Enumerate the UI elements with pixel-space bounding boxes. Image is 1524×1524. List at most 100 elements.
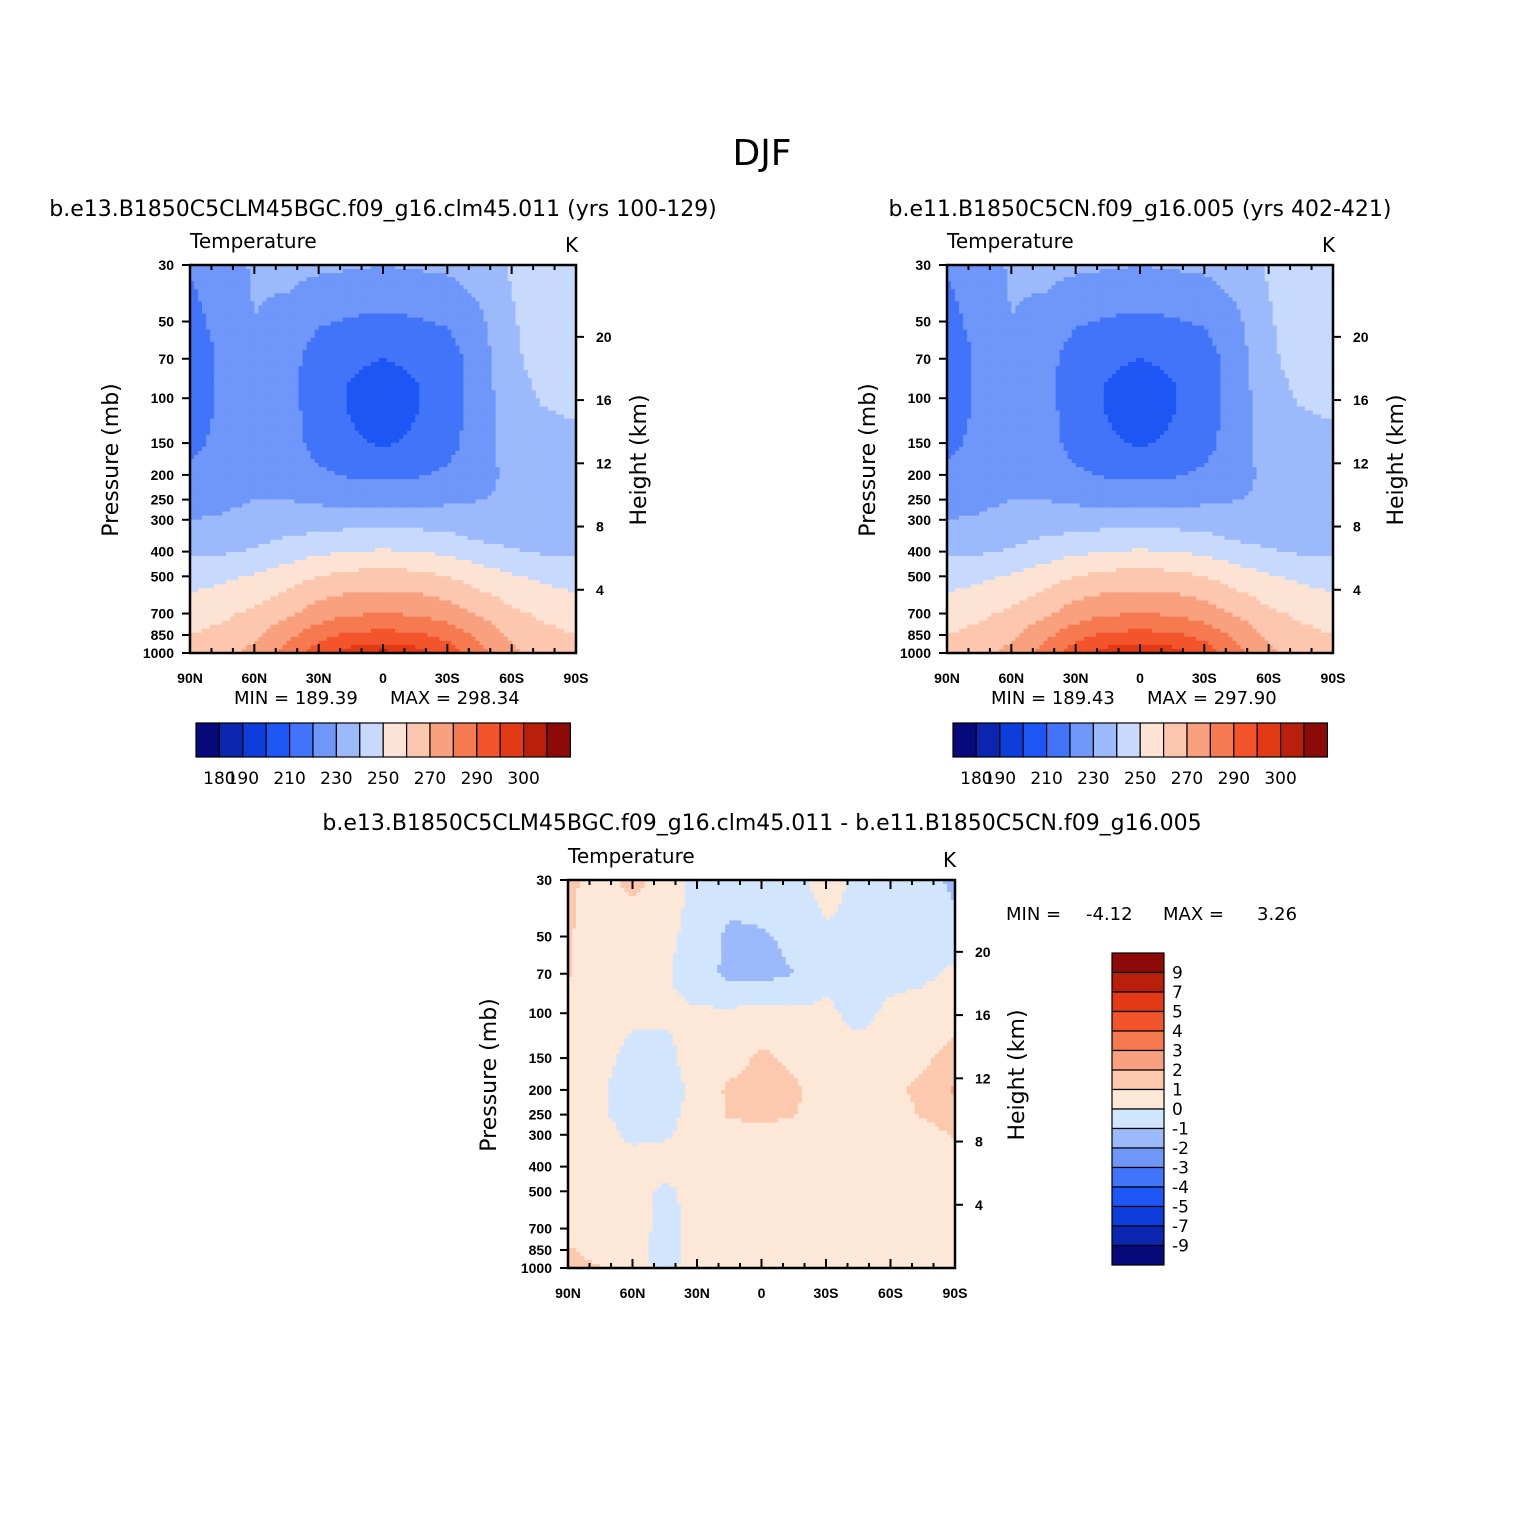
contour-cell: [455, 406, 460, 412]
contour-cell: [447, 418, 452, 424]
contour-cell: [334, 293, 340, 298]
contour-cell: [507, 414, 513, 420]
contour-cell: [515, 467, 521, 472]
contour-cell: [206, 430, 211, 436]
contour-cell: [551, 374, 557, 379]
contour-cell: [190, 390, 195, 395]
contour-cell: [395, 410, 400, 416]
contour-cell: [551, 366, 557, 371]
contour-cell: [202, 402, 207, 408]
contour-cell: [278, 293, 284, 298]
contour-cell: [511, 374, 517, 379]
contour-cell: [571, 309, 576, 315]
contour-cell: [519, 285, 525, 290]
contour-cell: [527, 386, 533, 391]
contour-cell: [242, 293, 247, 298]
contour-cell: [399, 374, 404, 379]
contour-cell: [459, 301, 465, 307]
contour-cell: [354, 463, 360, 468]
contour-cell: [403, 422, 408, 428]
contour-cell: [378, 313, 384, 319]
contour-cell: [559, 277, 565, 282]
contour-cell: [322, 450, 328, 456]
contour-cell: [282, 297, 288, 302]
contour-cell: [519, 422, 525, 428]
contour-cell: [338, 450, 344, 456]
contour-cell: [395, 471, 400, 476]
contour-cell: [194, 390, 199, 395]
contour-cell: [539, 301, 545, 307]
contour-cell: [190, 366, 195, 371]
contour-cell: [411, 430, 416, 436]
contour-cell: [246, 442, 251, 448]
contour-cell: [282, 273, 288, 278]
contour-cell: [298, 349, 304, 355]
contour-cell: [270, 341, 276, 347]
contour-cell: [226, 438, 231, 444]
contour-cell: [467, 390, 473, 395]
contour-cell: [387, 325, 392, 331]
contour-cell: [447, 325, 452, 331]
contour-cell: [342, 293, 348, 298]
contour-cell: [507, 297, 513, 302]
contour-cell: [483, 467, 489, 472]
contour-cell: [399, 450, 404, 456]
contour-cell: [511, 277, 517, 282]
contour-cell: [278, 454, 284, 460]
contour-cell: [198, 382, 203, 387]
contour-cell: [314, 402, 320, 408]
contour-cell: [555, 430, 561, 436]
contour-cell: [290, 333, 296, 339]
contour-cell: [571, 293, 576, 298]
contour-cell: [366, 386, 372, 391]
contour-cell: [310, 382, 316, 387]
contour-cell: [366, 301, 372, 307]
contour-cell: [222, 471, 227, 476]
contour-cell: [370, 467, 376, 472]
contour-cell: [431, 293, 436, 298]
contour-cell: [555, 418, 561, 424]
contour-cell: [222, 309, 227, 315]
contour-cell: [451, 337, 456, 343]
contour-cell: [491, 285, 497, 290]
contour-cell: [395, 321, 400, 327]
contour-cell: [190, 398, 195, 404]
contour-cell: [366, 450, 372, 456]
contour-cell: [278, 285, 284, 290]
contour-cell: [222, 345, 227, 351]
contour-cell: [242, 301, 247, 307]
contour-cell: [463, 337, 469, 343]
contour-cell: [483, 418, 489, 424]
contour-cell: [403, 394, 408, 399]
contour-cell: [366, 459, 372, 464]
contour-cell: [535, 459, 541, 464]
contour-cell: [423, 398, 428, 404]
contour-cell: [527, 269, 533, 274]
contour-cell: [387, 362, 392, 367]
contour-cell: [318, 309, 324, 315]
contour-cell: [499, 386, 505, 391]
contour-cell: [499, 349, 505, 355]
contour-cell: [403, 438, 408, 444]
contour-cell: [366, 349, 372, 355]
contour-cell: [527, 325, 533, 331]
contour-cell: [242, 277, 247, 282]
contour-cell: [206, 418, 211, 424]
contour-cell: [467, 406, 473, 412]
contour-cell: [495, 463, 501, 468]
contour-cell: [467, 362, 473, 367]
contour-cell: [467, 382, 473, 387]
contour-cell: [491, 394, 497, 399]
contour-cell: [543, 321, 549, 327]
contour-cell: [294, 269, 300, 274]
contour-cell: [374, 317, 380, 323]
contour-cell: [523, 438, 529, 444]
contour-cell: [234, 467, 239, 472]
contour-cell: [242, 398, 247, 404]
contour-cell: [551, 293, 557, 298]
contour-cell: [475, 273, 481, 278]
contour-cell: [262, 414, 267, 420]
contour-cell: [298, 362, 304, 367]
contour-cell: [290, 345, 296, 351]
contour-cell: [254, 454, 259, 460]
